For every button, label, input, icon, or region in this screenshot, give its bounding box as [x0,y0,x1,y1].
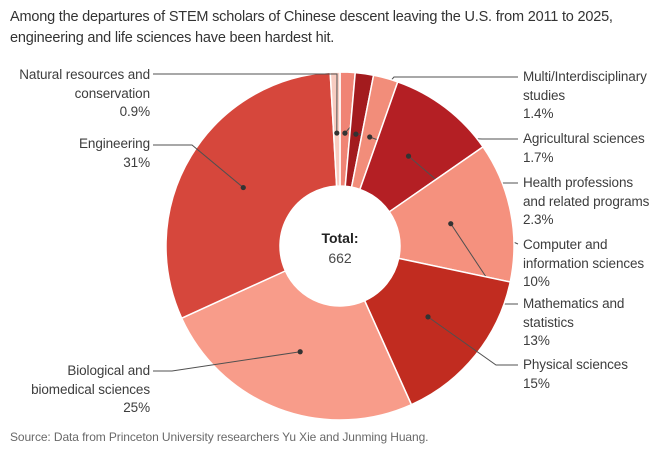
slice-label-line: 1.4% [523,106,554,121]
slice-label-mathematics-and-statistics: Mathematics and statistics 13% [523,295,624,351]
slice-label-line: 10% [523,274,550,289]
slice-label-line: Mathematics and [523,296,625,311]
leader-dot-multi-interdisciplinary-studies [342,130,348,136]
slice-label-line: Multi/Interdisciplinary [523,69,647,84]
slice-label-agricultural-sciences: Agricultural sciences 1.7% [523,130,645,167]
pie-slice-mathematics-and-statistics [388,146,515,283]
slice-label-line: Agricultural sciences [523,131,645,146]
slice-label-physical-sciences: Physical sciences 15% [523,356,628,393]
slice-label-engineering: Engineering 31% [0,135,150,172]
chart-title: Among the departures of STEM scholars of… [10,9,613,46]
slice-label-line: statistics [523,314,574,330]
pie-slice-engineering [165,71,338,319]
slice-label-multi-interdisciplinary-studies: Multi/Interdisciplinary studies 1.4% [523,68,647,124]
slice-label-line: 31% [123,154,150,170]
slice-label-line: Computer and [523,237,608,252]
leader-dot-computer-and-information-sciences [405,153,412,159]
total-label: Total: [321,230,359,246]
slice-label-line: Physical sciences [523,357,628,372]
slice-label-biological-and-biomedical-sciences: Biological and biomedical sciences 25% [0,362,150,418]
leader-line-biological-and-biomedical-sciences [153,351,301,372]
leader-dot-biological-and-biomedical-sciences [297,349,303,355]
leader-dot-health-professions-and-related-programs [367,134,373,140]
leader-line-natural-resources-and-conservation [153,73,338,134]
slice-label-line: 25% [123,400,150,415]
slice-label-health-professions-and-related-programs: Health professions and related programs 2.… [523,174,649,230]
slice-label-line: 1.7% [523,149,554,165]
leader-dot-agricultural-sciences [353,131,359,137]
leader-dot-mathematics-and-statistics [448,221,454,227]
total-value: 662 [328,250,352,266]
leader-dot-natural-resources-and-conservation [334,130,340,136]
slice-label-line: studies [523,87,566,103]
leader-line-physical-sciences [427,316,518,366]
source-note: Source: Data from Princeton University r… [10,430,429,444]
slice-label-line: biomedical sciences [31,381,150,397]
slice-label-line: 0.9% [119,104,150,119]
leader-dot-physical-sciences [425,314,431,320]
slice-label-line: information sciences [523,255,645,271]
slice-label-natural-resources-and-conservation: Natural resources and conservation 0.9% [0,66,150,122]
slice-label-line: Health professions [523,175,634,190]
slice-label-line: 15% [523,375,550,391]
slice-label-line: and related programs [523,193,650,209]
slice-label-computer-and-information-sciences: Computer and information sciences 10% [523,236,644,292]
donut-center-label: Total: 662 [280,228,400,268]
pie-slice-natural-resources-and-conservation [329,71,341,187]
leader-dot-engineering [240,184,246,191]
pie-slice-physical-sciences [363,257,511,406]
slice-label-line: Biological and [67,363,150,378]
slice-label-line: 2.3% [523,212,554,227]
slice-label-line: Engineering [79,136,150,151]
leader-line-engineering [153,144,244,188]
slice-label-line: 13% [523,333,550,348]
pie-slice-biological-and-biomedical-sciences [180,270,413,421]
slice-label-line: conservation [74,85,150,101]
slice-label-line: Natural resources and [19,67,150,82]
